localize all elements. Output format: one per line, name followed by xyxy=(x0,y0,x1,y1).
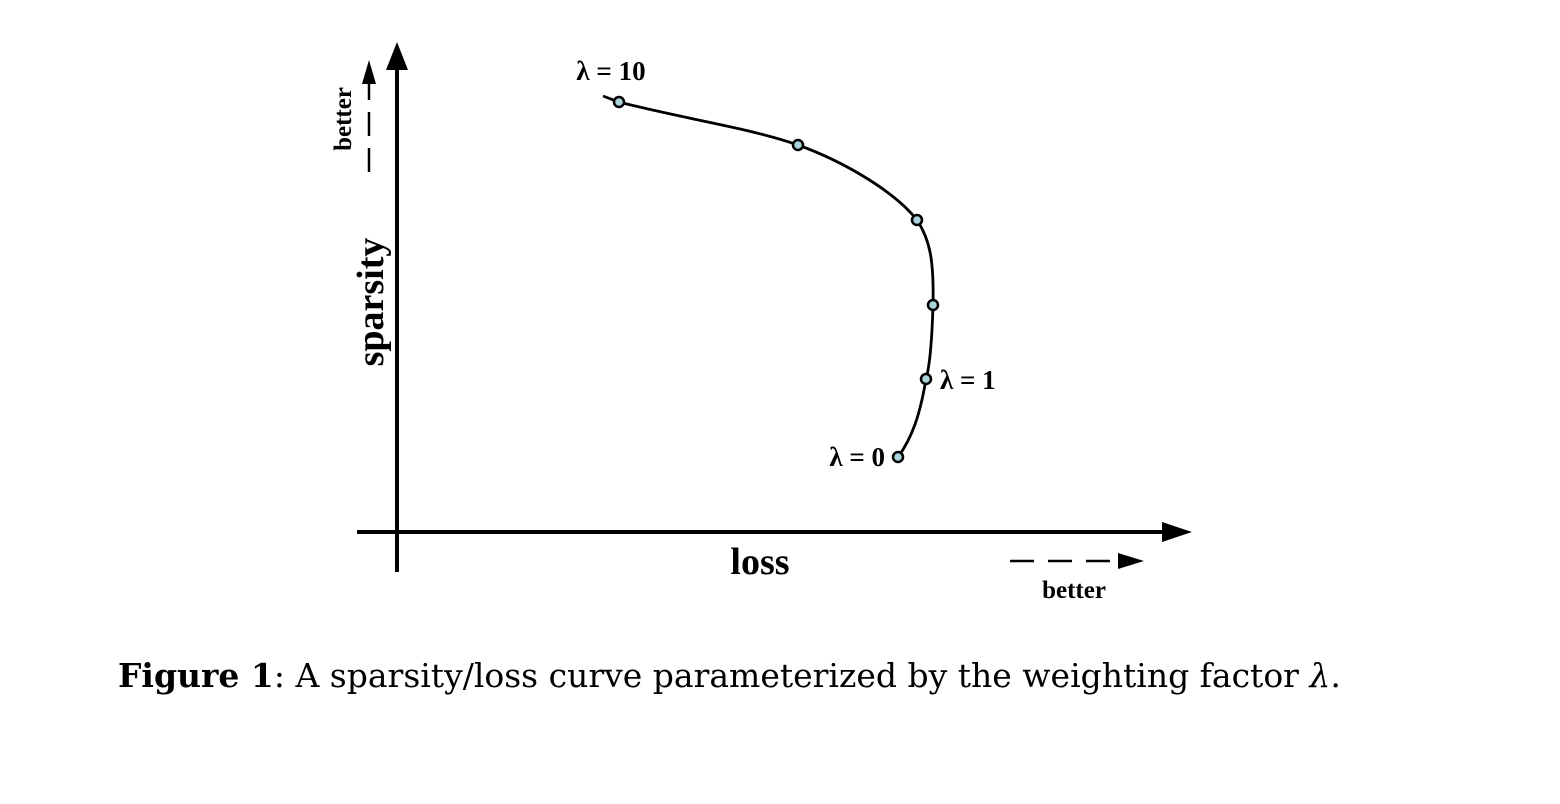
sparsity-loss-curve xyxy=(602,94,935,458)
caption-text: A sparsity/loss curve parameterized by t… xyxy=(295,656,1310,695)
caption-figure-label: Figure 1 xyxy=(118,656,274,695)
caption-end: . xyxy=(1330,656,1341,695)
curve-marker xyxy=(612,95,626,109)
curve-marker xyxy=(910,213,924,227)
curve-marker xyxy=(926,298,940,312)
figure-caption: Figure 1: A sparsity/loss curve paramete… xyxy=(118,652,1478,700)
y-axis-arrowhead xyxy=(386,42,408,70)
x-better-label: better xyxy=(1042,577,1106,604)
figure-1: loss sparsity better better λ = 10 λ = 1… xyxy=(330,42,1192,604)
annotation-lambda-10: λ = 10 xyxy=(576,56,645,86)
curve-marker xyxy=(791,138,805,152)
x-axis-label: loss xyxy=(730,541,789,583)
curve-marker xyxy=(919,372,933,386)
x-better-arrow xyxy=(1010,553,1144,569)
caption-lambda-symbol: λ xyxy=(1309,656,1331,695)
curve-marker xyxy=(891,450,905,464)
caption-separator: : xyxy=(273,656,296,695)
curve-markers xyxy=(612,95,940,464)
annotation-lambda-1: λ = 1 xyxy=(940,365,996,395)
y-better-label: better xyxy=(330,87,357,151)
annotation-lambda-0: λ = 0 xyxy=(829,442,885,472)
y-axis-label: sparsity xyxy=(350,238,392,367)
y-better-arrow xyxy=(362,60,376,172)
x-axis-arrowhead xyxy=(1162,522,1192,542)
